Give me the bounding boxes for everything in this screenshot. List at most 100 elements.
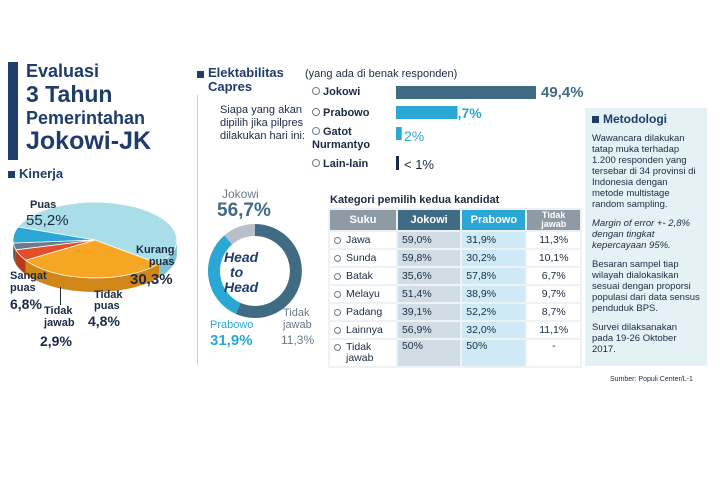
table-cell-jokowi: 35,6%: [397, 268, 461, 284]
h2h-tidak-value: 11,3%: [281, 333, 315, 347]
h2h-center-3: Head: [224, 279, 259, 295]
h2h-prabowo-label: Prabowo: [210, 319, 254, 331]
table-row: Padang 39,1% 52,2% 8,7%: [330, 304, 580, 320]
puas-name: Puas: [30, 199, 57, 211]
bar-value-prabowo: 21,7%: [442, 105, 482, 121]
kinerja-label-sangat: Sangat puas: [10, 270, 47, 294]
h2h-donut-chart: [207, 224, 302, 318]
bar-prabowo: [396, 106, 458, 119]
elektabilitas-heading: Elektabilitas Capres: [208, 66, 284, 94]
th-jokowi: Jokowi: [397, 210, 461, 230]
h2h-tidak-2: jawab: [283, 319, 312, 331]
bar-bullet-icon: [312, 127, 320, 135]
table-cell-jokowi: 59,0%: [397, 232, 461, 248]
sangat-name-1: Sangat: [10, 270, 47, 282]
kinerja-slice-side-tidak-jawab: [13, 243, 16, 264]
source-note: Sumber: Populi Center/L-1: [610, 376, 693, 383]
table-cell-tidak: 10,1%: [527, 250, 580, 266]
th-tidak: Tidak jawab: [527, 210, 580, 230]
table-cell-tidak: 11,3%: [527, 232, 580, 248]
table-cell-prabowo: 32,0%: [462, 322, 526, 338]
elektabilitas-subtitle: (yang ada di benak responden): [305, 68, 458, 80]
kinerja-label-tidak-jawab: Tidak jawab: [44, 305, 75, 329]
tidak-puas-name-1: Tidak: [94, 289, 123, 301]
bar-bullet-icon: [312, 87, 320, 95]
h2h-prabowo-value: 31,9%: [210, 332, 253, 349]
table-cell-text: Jawa: [346, 234, 371, 246]
h2h-center-label: Head to Head: [224, 250, 258, 295]
bar-label-gatot: Gatot Nurmantyo: [312, 126, 384, 152]
table-header-row: Suku Jokowi Prabowo Tidak jawab: [330, 210, 580, 230]
bar-label-lain: Lain-lain: [312, 158, 368, 170]
kurang-name-2: puas: [148, 256, 175, 268]
th-suku: Suku: [330, 210, 396, 230]
h2h-jokowi-value: 56,7%: [217, 200, 271, 221]
table-cell-suku: Tidak jawab: [330, 340, 396, 366]
metodologi-p1: Wawancara dilakukan tatap muka terhadap …: [592, 133, 696, 210]
kinerja-bullet: [8, 171, 15, 178]
bar-gatot-nurmantyo: [396, 127, 402, 140]
tidak-jawab-name-1: Tidak: [44, 305, 73, 317]
table-cell-jokowi: 50%: [397, 340, 461, 366]
title-line-1: Evaluasi: [26, 61, 100, 81]
table-row: Batak 35,6% 57,8% 6,7%: [330, 268, 580, 284]
metodologi-bullet: [592, 116, 599, 123]
title-line-2: 3 Tahun: [26, 81, 113, 107]
table-cell-tidak: -: [527, 340, 580, 366]
elektabilitas-heading-2: Capres: [208, 79, 253, 94]
title-line-4: Jokowi-JK: [26, 127, 152, 155]
title-accent-bar: [8, 62, 18, 160]
row-bullet-icon: [334, 272, 341, 280]
table-cell-suku: Padang: [330, 304, 396, 320]
metodologi-p2: Margin of error +- 2,8% dengan tingkat k…: [592, 218, 690, 251]
kinerja-slice-sangat-puas: [12, 226, 96, 244]
metodologi-p3: Besaran sampel tiap wilayah dialokasikan…: [592, 259, 700, 314]
table-cell-prabowo: 30,2%: [462, 250, 526, 266]
table-cell-text: Melayu: [346, 288, 380, 300]
bar-name-gatot: Gatot Nurmantyo: [312, 126, 371, 151]
bar-name-prabowo: Prabowo: [323, 107, 370, 119]
kinerja-label-puas: Puas: [30, 199, 56, 211]
title-line-3: Pemerintahan: [26, 108, 146, 128]
voter-table-wrap: Suku Jokowi Prabowo Tidak jawab Jawa 59,0…: [328, 208, 582, 368]
kurang-name-1: Kurang: [136, 244, 175, 256]
bar-jokowi: [396, 86, 536, 99]
metodologi-heading-text: Metodologi: [603, 112, 667, 126]
metodologi-p4: Survei dilaksanakan pada 19-26 Oktober 2…: [592, 322, 678, 355]
h2h-jokowi-label: Jokowi: [222, 187, 259, 201]
table-cell-prabowo: 38,9%: [462, 286, 526, 302]
row-bullet-icon: [334, 254, 341, 262]
puas-value: 55,2%: [26, 212, 69, 229]
tidak-jawab-value: 2,9%: [40, 333, 72, 349]
table-row: Jawa 59,0% 31,9% 11,3%: [330, 232, 580, 248]
elektabilitas-question: Siapa yang akan dipilih jika pilpres dil…: [220, 104, 305, 142]
table-cell-prabowo: 57,8%: [462, 268, 526, 284]
h2h-center-2: to: [230, 264, 244, 280]
table-cell-jokowi: 39,1%: [397, 304, 461, 320]
h2h-arc-jokowi: [235, 224, 302, 318]
table-cell-tidak: 8,7%: [527, 304, 580, 320]
elektabilitas-bullet: [197, 71, 204, 78]
row-bullet-icon: [334, 236, 341, 244]
bar-label-prabowo: Prabowo: [312, 107, 369, 119]
kinerja-heading: Kinerja: [19, 166, 64, 181]
kinerja-slice-side-tidak-puas: [15, 249, 26, 275]
table-cell-text: Sunda: [346, 252, 377, 264]
divider-vertical: [197, 95, 198, 365]
kurang-value: 30,3%: [130, 271, 173, 288]
bar-value-lain: < 1%: [404, 157, 434, 172]
table-cell-text: Batak: [346, 270, 373, 282]
sangat-value: 6,8%: [10, 296, 42, 312]
table-cell-suku: Lainnya: [330, 322, 396, 338]
th-prabowo: Prabowo: [462, 210, 526, 230]
h2h-center-1: Head: [224, 249, 259, 265]
table-cell-tidak: 9,7%: [527, 286, 580, 302]
metodologi-heading: Metodologi: [592, 112, 700, 126]
h2h-tidak-1: Tidak: [283, 307, 310, 319]
table-cell-text: Tidak jawab: [346, 341, 374, 364]
bar-lain-lain: [396, 156, 399, 170]
bar-value-jokowi: 49,4%: [541, 84, 584, 101]
table-cell-prabowo: 52,2%: [462, 304, 526, 320]
table-cell-prabowo: 50%: [462, 340, 526, 366]
table-row: Lainnya 56,9% 32,0% 11,1%: [330, 322, 580, 338]
